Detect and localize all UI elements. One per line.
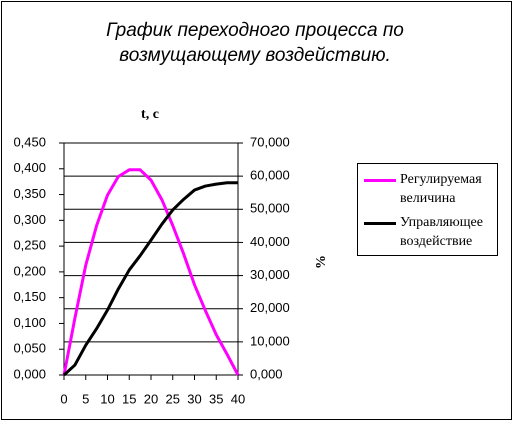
x-tick-label: 30 <box>187 391 201 406</box>
y2-tick-label: 40,000 <box>250 234 290 249</box>
x-tick-label: 5 <box>82 391 89 406</box>
x-tick-label: 0 <box>60 391 67 406</box>
y-tick-label: 0,300 <box>13 212 46 227</box>
x-tick-label: 10 <box>100 391 114 406</box>
series-line <box>62 181 238 377</box>
y2-tick-label: 20,000 <box>250 300 290 315</box>
y2-tick-label: 30,000 <box>250 267 290 282</box>
x-tick-label: 15 <box>122 391 136 406</box>
y2-tick-label: 70,000 <box>250 134 290 149</box>
y2-tick-label: 0,000 <box>250 366 283 381</box>
x-tick-label: 40 <box>231 391 245 406</box>
legend: Регулируемая величина Управляющее воздейс… <box>357 163 498 256</box>
series-line <box>62 168 240 376</box>
y2-tick-label: 10,000 <box>250 333 290 348</box>
y-tick-label: 0,200 <box>13 263 46 278</box>
y-tick-label: 0,250 <box>13 238 46 253</box>
x-axis-label: t, c <box>141 107 159 122</box>
y-tick-label: 0,100 <box>13 315 46 330</box>
x-tick-label: 25 <box>166 391 180 406</box>
legend-label: Регулируемая величина <box>400 172 482 206</box>
y2-tick-label: 50,000 <box>250 201 290 216</box>
x-tick-label: 20 <box>144 391 158 406</box>
legend-swatch <box>364 179 396 182</box>
y-tick-label: 0,450 <box>13 134 46 149</box>
legend-label: Управляющее воздействие <box>400 215 483 249</box>
y-tick-label: 0,050 <box>13 341 46 356</box>
y2-tick-label: 60,000 <box>250 168 290 183</box>
y-tick-label: 0,400 <box>13 160 46 175</box>
y-tick-label: 0,350 <box>13 186 46 201</box>
y2-axis-label: % <box>314 255 329 269</box>
chart-title: График переходного процесса по возмущающ… <box>106 20 404 66</box>
x-tick-label: 35 <box>209 391 223 406</box>
y-tick-label: 0,000 <box>13 366 46 381</box>
y-tick-label: 0,150 <box>13 289 46 304</box>
legend-swatch <box>364 222 396 225</box>
